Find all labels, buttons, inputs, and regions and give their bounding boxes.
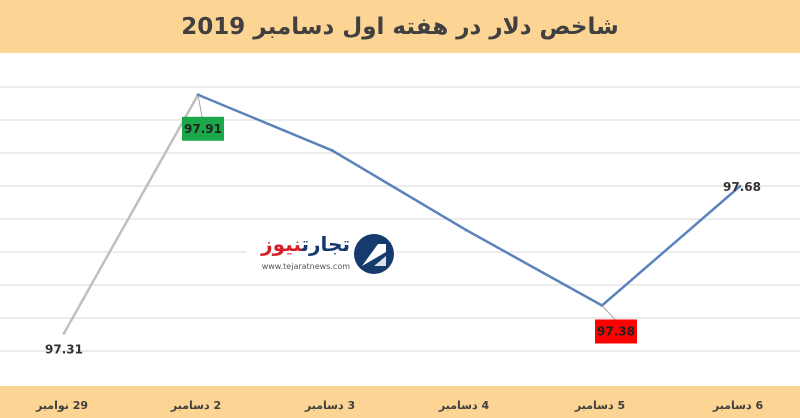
data-point (464, 228, 468, 232)
logo-name-part2: نیوز (261, 232, 302, 256)
x-axis-bar (0, 386, 800, 418)
tejaratnews-logo: تجارتنیوز www.tejaratnews.com (246, 232, 396, 278)
label-leader-line (601, 305, 616, 320)
x-tick-label: 29 نوامبر (35, 399, 88, 412)
x-tick-label: 2 دسامبر (170, 399, 221, 412)
chart-title: شاخص دلار در هفته اول دسامبر 2019 (181, 13, 619, 40)
data-point (330, 148, 334, 152)
logo-name-part1: تجارت (301, 232, 350, 256)
data-label: 97.91 (184, 122, 222, 136)
data-label-box (595, 319, 637, 344)
x-tick-label: 3 دسامبر (304, 399, 355, 412)
data-label: 97.38 (597, 324, 635, 338)
x-tick-label: 4 دسامبر (438, 399, 490, 412)
data-point (62, 331, 66, 335)
chart-title-bar: شاخص دلار در هفته اول دسامبر 2019 (0, 0, 800, 53)
series-segment-start (62, 94, 200, 334)
x-tick-label: 6 دسامبر (712, 399, 764, 412)
data-point (738, 184, 742, 188)
data-label: 97.31 (45, 342, 83, 356)
logo-arrow-icon (354, 234, 394, 274)
x-tick-label: 5 دسامبر (574, 399, 625, 412)
logo-name: تجارتنیوز (261, 232, 350, 256)
logo-url: www.tejaratnews.com (261, 262, 350, 271)
label-leader-line (197, 94, 203, 117)
data-label-box (182, 116, 224, 141)
data-label: 97.68 (723, 180, 761, 194)
